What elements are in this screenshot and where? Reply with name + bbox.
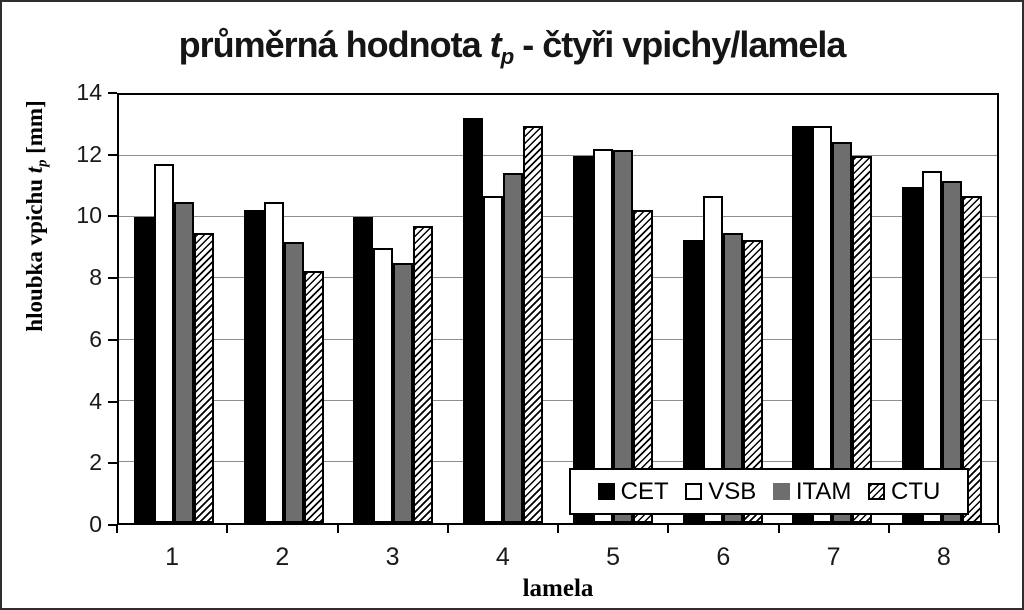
bar-ctu-8 <box>962 195 983 523</box>
bar-cet-1 <box>133 217 154 523</box>
y-tick-mark-4 <box>108 400 117 403</box>
bar-ctu-5 <box>632 209 653 523</box>
x-tick-mark-2 <box>336 525 339 533</box>
bar-vsb-6 <box>702 195 723 523</box>
x-axis-title: lamela <box>522 575 594 602</box>
bar-vsb-3 <box>373 247 394 523</box>
bar-cet-4 <box>463 117 484 523</box>
legend-item-vsb: VSB <box>685 478 756 506</box>
bar-ctu-3 <box>413 226 434 523</box>
bar-itam-3 <box>393 263 414 523</box>
legend-label-itam: ITAM <box>795 477 852 505</box>
chart-title-subscript: p <box>500 44 515 70</box>
x-tick-label-1: 1 <box>165 543 180 571</box>
gridline-y2 <box>119 460 997 462</box>
x-tick-mark-3 <box>446 525 449 533</box>
legend-item-itam: ITAM <box>772 477 852 506</box>
x-tick-label-3: 3 <box>385 543 400 571</box>
y-tick-label-10: 10 <box>76 202 102 229</box>
bar-vsb-4 <box>483 195 504 523</box>
y-axis-title: hloubka vpichu tp [mm] <box>22 16 52 416</box>
y-tick-mark-10 <box>108 215 117 218</box>
x-tick-label-2: 2 <box>275 543 290 571</box>
x-tick-mark-4 <box>557 525 559 533</box>
bar-vsb-1 <box>153 163 174 523</box>
bar-cet-5 <box>572 156 593 523</box>
x-tick-mark-0 <box>116 525 118 533</box>
chart-title-suffix: - čtyři vpichy/lamela <box>513 24 846 65</box>
bar-vsb-8 <box>922 171 943 523</box>
legend-label-vsb: VSB <box>708 477 757 505</box>
gridline-y10 <box>119 216 997 218</box>
bar-itam-1 <box>173 202 194 523</box>
y-axis-title-suffix: [mm] <box>22 100 47 160</box>
bar-cet-6 <box>682 240 703 523</box>
gridline-y6 <box>119 338 997 340</box>
bar-cet-2 <box>243 209 264 523</box>
legend-swatch-itam <box>772 483 790 500</box>
bar-ctu-4 <box>523 125 544 523</box>
x-tick-label-7: 7 <box>826 543 841 571</box>
bar-itam-4 <box>503 172 524 523</box>
gridline-y8 <box>119 277 997 279</box>
plot-area <box>117 93 999 525</box>
chart-title-variable: t <box>489 24 502 65</box>
bar-ctu-6 <box>742 240 763 523</box>
y-tick-label-14: 14 <box>76 79 102 105</box>
x-tick-label-4: 4 <box>495 543 510 571</box>
bar-itam-6 <box>722 232 743 523</box>
x-tick-mark-5 <box>667 525 670 533</box>
y-axis-title-subscript: p <box>34 159 51 167</box>
legend-label-ctu: CTU <box>891 477 941 505</box>
bar-ctu-1 <box>193 232 214 523</box>
bar-itam-8 <box>942 180 963 523</box>
y-tick-label-2: 2 <box>89 449 102 476</box>
x-tick-mark-6 <box>777 525 780 533</box>
bar-cet-8 <box>902 186 923 523</box>
legend-swatch-cet <box>597 483 615 500</box>
bar-itam-2 <box>283 241 304 523</box>
bar-ctu-7 <box>852 156 873 523</box>
bar-vsb-2 <box>263 202 284 523</box>
y-tick-mark-0 <box>108 524 117 526</box>
x-tick-label-6: 6 <box>716 543 731 571</box>
legend: CET VSB ITAM CTU <box>569 468 969 515</box>
y-tick-mark-6 <box>108 338 117 341</box>
y-tick-label-4: 4 <box>89 387 102 414</box>
x-tick-label-8: 8 <box>936 543 951 571</box>
legend-swatch-ctu <box>868 483 886 500</box>
bar-cet-3 <box>353 217 374 523</box>
y-tick-label-6: 6 <box>89 325 102 352</box>
bar-itam-7 <box>832 142 853 523</box>
bar-cet-7 <box>792 125 813 523</box>
bar-ctu-2 <box>303 270 324 523</box>
y-tick-label-0: 0 <box>89 511 102 537</box>
y-tick-mark-2 <box>108 462 117 465</box>
x-tick-mark-7 <box>887 525 890 533</box>
y-tick-mark-12 <box>108 153 117 156</box>
y-axis-title-variable: t <box>22 166 47 174</box>
gridline-y12 <box>119 155 997 157</box>
legend-swatch-vsb <box>685 483 703 500</box>
gridline-y4 <box>119 399 997 401</box>
y-tick-label-12: 12 <box>76 140 102 167</box>
bar-itam-5 <box>612 150 633 523</box>
bar-vsb-7 <box>812 125 833 523</box>
legend-label-cet: CET <box>620 477 669 505</box>
x-tick-label-5: 5 <box>606 543 621 571</box>
x-tick-mark-8 <box>998 525 1000 533</box>
y-tick-mark-8 <box>108 277 117 280</box>
bar-vsb-5 <box>592 148 613 523</box>
y-tick-mark-14 <box>108 92 117 94</box>
y-axis-title-prefix: hloubka vpichu <box>22 173 47 332</box>
legend-item-ctu: CTU <box>868 478 940 506</box>
legend-item-cet: CET <box>597 477 669 506</box>
x-tick-mark-1 <box>226 525 229 533</box>
chart-title: průměrná hodnota tp - čtyři vpichy/lamel… <box>2 24 1022 70</box>
y-tick-label-8: 8 <box>89 264 102 291</box>
chart-title-prefix: průměrná hodnota <box>178 24 490 65</box>
